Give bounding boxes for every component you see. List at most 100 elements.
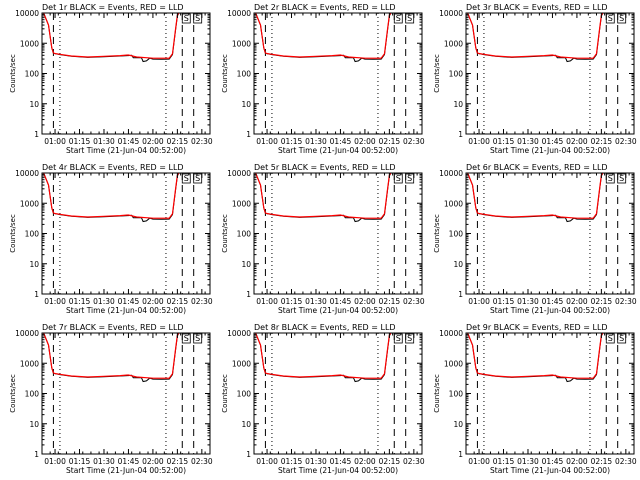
x-tick-label: 01:15 [69, 457, 91, 466]
marker-label: S [608, 174, 613, 183]
x-tick-label: 02:30 [191, 457, 213, 466]
x-tick-label: 01:00 [468, 137, 490, 146]
lld-series-line [467, 172, 604, 219]
y-tick-label: 1 [34, 450, 39, 459]
x-tick-label: 01:30 [305, 457, 327, 466]
y-tick-label: 1000 [20, 39, 39, 48]
plot-frame [253, 172, 423, 295]
marker-box [605, 13, 615, 24]
x-tick-label: 01:00 [468, 297, 490, 306]
marker-label: S [608, 334, 613, 343]
marker-box [617, 173, 627, 184]
x-tick-label: 02:00 [566, 297, 588, 306]
y-tick-label: 1000 [232, 39, 251, 48]
x-tick-label: 01:30 [305, 297, 327, 306]
events-series-line [43, 332, 180, 383]
plot-frame [465, 332, 635, 455]
x-tick-label: 01:15 [69, 137, 91, 146]
x-tick-label: 01:00 [44, 137, 66, 146]
x-tick-label: 01:00 [44, 297, 66, 306]
chart-panel: 1 10 100 1000 10000 01:00 01:15 01:30 01:45 02:00… [221, 163, 425, 315]
x-tick-label: 01:15 [493, 457, 515, 466]
y-tick-label: 10 [29, 420, 39, 429]
x-tick-label: 01:45 [118, 457, 140, 466]
marker-box [193, 173, 203, 184]
y-tick-label: 10000 [15, 9, 39, 18]
marker-box [617, 13, 627, 24]
chart-title: Det 5r BLACK = Events, RED = LLD [254, 163, 396, 172]
y-tick-label: 10 [241, 100, 251, 109]
x-tick-label: 01:30 [93, 297, 115, 306]
x-tick-label: 01:15 [281, 137, 303, 146]
x-axis-label: Start Time (21-Jun-04 00:52:00) [66, 306, 186, 315]
x-tick-label: 01:30 [93, 457, 115, 466]
x-tick-label: 02:15 [591, 457, 613, 466]
marker-box [181, 173, 191, 184]
marker-box [181, 333, 191, 344]
x-tick-label: 02:00 [566, 137, 588, 146]
x-tick-label: 02:15 [591, 137, 613, 146]
y-tick-label: 1 [246, 290, 251, 299]
chart-title: Det 9r BLACK = Events, RED = LLD [466, 323, 608, 332]
y-axis-label: Counts/sec [433, 374, 441, 413]
y-tick-label: 10000 [15, 169, 39, 178]
chart-panel: 1 10 100 1000 10000 01:00 01:15 01:30 01:45 02:00… [433, 323, 637, 475]
lld-series-line [255, 332, 392, 379]
x-tick-label: 02:30 [403, 137, 425, 146]
x-tick-label: 01:45 [542, 457, 564, 466]
marker-label: S [619, 334, 624, 343]
x-tick-label: 01:30 [305, 137, 327, 146]
chart-title: Det 3r BLACK = Events, RED = LLD [466, 3, 608, 12]
x-tick-label: 02:00 [566, 457, 588, 466]
x-axis-label: Start Time (21-Jun-04 00:52:00) [66, 146, 186, 155]
chart-panel: 1 10 100 1000 10000 01:00 01:15 01:30 01:45 02:00… [9, 323, 213, 475]
y-tick-label: 10000 [227, 329, 251, 338]
chart-title: Det 4r BLACK = Events, RED = LLD [42, 163, 184, 172]
x-tick-label: 02:00 [142, 137, 164, 146]
x-tick-label: 02:30 [191, 297, 213, 306]
x-axis-label: Start Time (21-Jun-04 00:52:00) [66, 466, 186, 475]
x-tick-label: 01:45 [542, 137, 564, 146]
marker-label: S [396, 334, 401, 343]
x-tick-label: 02:15 [167, 297, 189, 306]
plot-frame [41, 332, 211, 455]
marker-label: S [608, 14, 613, 23]
y-tick-label: 100 [237, 230, 252, 239]
chart-title: Det 8r BLACK = Events, RED = LLD [254, 323, 396, 332]
y-tick-label: 1 [458, 290, 463, 299]
marker-box [181, 13, 191, 24]
events-series-line [467, 12, 604, 63]
x-tick-label: 01:00 [44, 457, 66, 466]
marker-label: S [619, 14, 624, 23]
plot-frame [253, 332, 423, 455]
x-tick-label: 01:45 [542, 297, 564, 306]
x-tick-label: 02:15 [379, 137, 401, 146]
x-tick-label: 02:00 [142, 297, 164, 306]
marker-box [605, 333, 615, 344]
events-series-line [467, 172, 604, 223]
events-series-line [255, 12, 392, 63]
lld-series-line [43, 12, 180, 59]
y-tick-label: 10 [241, 260, 251, 269]
y-axis-label: Counts/sec [9, 374, 17, 413]
x-tick-label: 01:00 [256, 137, 278, 146]
x-tick-label: 02:30 [403, 297, 425, 306]
y-axis-label: Counts/sec [433, 214, 441, 253]
x-tick-label: 01:45 [118, 137, 140, 146]
events-series-line [467, 332, 604, 383]
y-axis-label: Counts/sec [9, 54, 17, 93]
x-tick-label: 02:30 [615, 297, 637, 306]
y-tick-label: 100 [25, 70, 40, 79]
y-tick-label: 10000 [439, 329, 463, 338]
x-tick-label: 02:30 [191, 137, 213, 146]
x-tick-label: 02:00 [354, 457, 376, 466]
y-tick-label: 1 [34, 130, 39, 139]
y-tick-label: 10000 [439, 9, 463, 18]
y-tick-label: 10000 [227, 169, 251, 178]
marker-label: S [184, 14, 189, 23]
y-tick-label: 1 [246, 130, 251, 139]
y-axis-label: Counts/sec [9, 214, 17, 253]
marker-label: S [396, 174, 401, 183]
chart-title: Det 7r BLACK = Events, RED = LLD [42, 323, 184, 332]
x-tick-label: 02:15 [379, 457, 401, 466]
